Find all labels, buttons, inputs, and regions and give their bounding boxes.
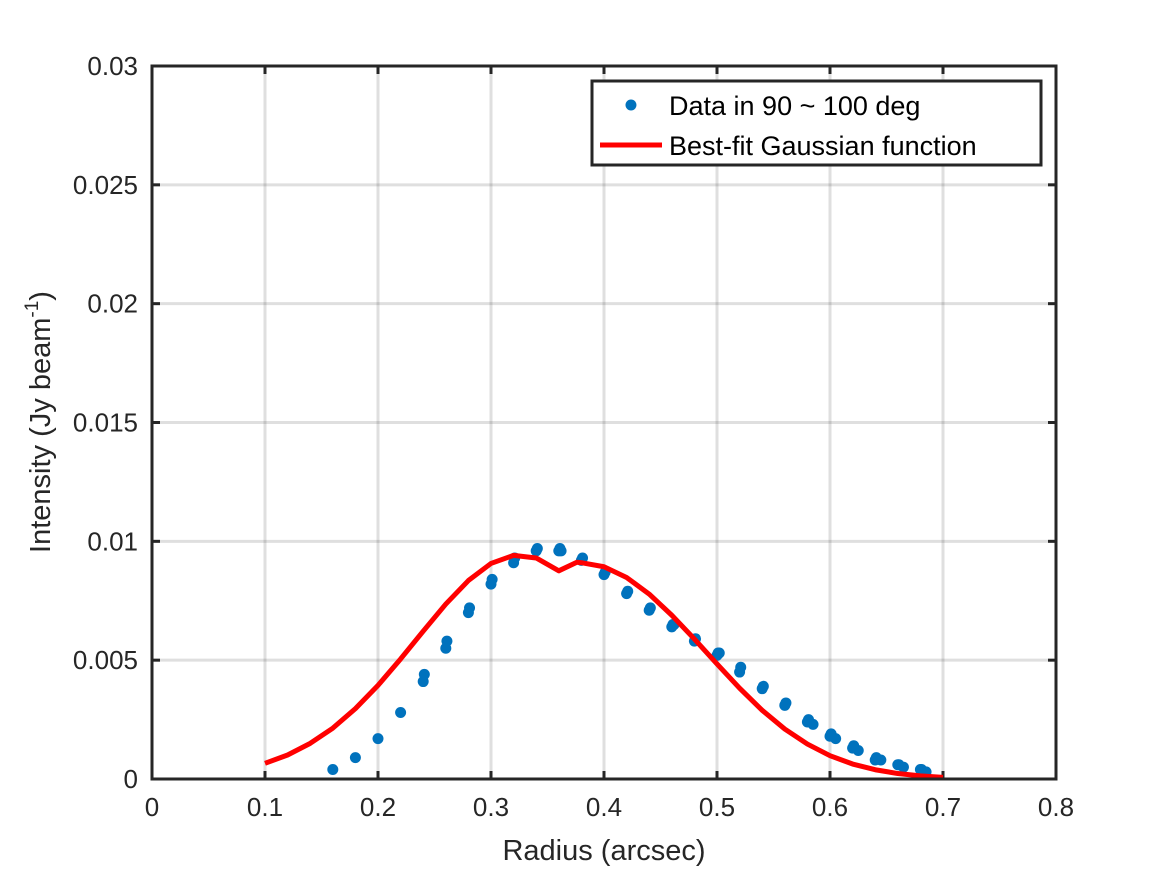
- data-point: [780, 697, 792, 709]
- x-tick-label: 0.7: [925, 792, 961, 822]
- y-axis-label-superscript: -1: [22, 301, 43, 318]
- data-point: [713, 647, 725, 659]
- y-tick-label: 0.03: [87, 51, 138, 81]
- x-tick-label: 0.1: [247, 792, 283, 822]
- data-point: [852, 744, 864, 756]
- data-point: [830, 733, 842, 745]
- data-point: [735, 661, 747, 673]
- data-point: [555, 545, 567, 557]
- data-point: [441, 635, 453, 647]
- x-tick-label: 0.6: [812, 792, 848, 822]
- y-tick-labels: 0 0.005 0.01 0.015 0.02 0.025 0.03: [73, 51, 138, 794]
- y-tick-label: 0.01: [87, 526, 138, 556]
- plot-area: [152, 66, 1056, 779]
- legend-label-data: Data in 90 ~ 100 deg: [669, 91, 920, 121]
- plot-series: [264, 542, 944, 780]
- data-point: [464, 602, 476, 614]
- y-tick-label: 0.02: [87, 289, 138, 319]
- y-axis-label-main: Intensity (Jy beam: [25, 318, 57, 553]
- data-point: [372, 733, 384, 745]
- data-point: [395, 706, 407, 718]
- y-tick-label: 0.005: [73, 645, 138, 675]
- legend: Data in 90 ~ 100 deg Best-fit Gaussian f…: [590, 79, 1043, 167]
- x-tick-labels: 0 0.1 0.2 0.3 0.4 0.5 0.6 0.7 0.8: [145, 792, 1074, 822]
- x-tick-label: 0.8: [1038, 792, 1074, 822]
- data-point: [622, 585, 634, 597]
- y-tick-label: 0.015: [73, 408, 138, 438]
- y-tick-label: 0: [124, 764, 138, 794]
- x-tick-label: 0.3: [473, 792, 509, 822]
- data-point: [349, 752, 361, 764]
- data-point: [807, 718, 819, 730]
- legend-label-fit: Best-fit Gaussian function: [669, 131, 977, 161]
- x-tick-label: 0.2: [360, 792, 396, 822]
- data-point: [897, 761, 909, 773]
- x-tick-label: 0.4: [586, 792, 622, 822]
- data-point: [327, 763, 339, 775]
- data-point: [418, 668, 430, 680]
- legend-marker-data: [625, 99, 637, 111]
- x-axis-label: Radius (arcsec): [502, 835, 705, 867]
- series-line-fit: [264, 552, 944, 780]
- data-point: [875, 754, 887, 766]
- data-point: [531, 542, 543, 554]
- x-tick-label: 0.5: [699, 792, 735, 822]
- data-point: [644, 602, 656, 614]
- y-tick-label: 0.025: [73, 170, 138, 200]
- legend-box: [590, 79, 1043, 167]
- x-tick-label: 0: [145, 792, 159, 822]
- y-axis-label: Intensity (Jy beam-1): [22, 291, 57, 553]
- y-axis-label-suffix: ): [25, 291, 57, 301]
- grid-lines: [152, 66, 1056, 779]
- axes-box: [150, 64, 1058, 781]
- data-point: [486, 573, 498, 585]
- data-point: [757, 680, 769, 692]
